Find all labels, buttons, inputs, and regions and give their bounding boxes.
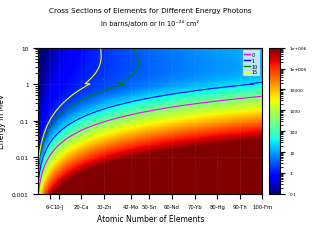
Y-axis label: Energy in MeV: Energy in MeV [0, 94, 6, 149]
Text: Cross Sections of Elements for Different Energy Photons: Cross Sections of Elements for Different… [49, 8, 252, 14]
Legend: 0, 1, 10, 15: 0, 1, 10, 15 [243, 51, 260, 77]
X-axis label: Atomic Number of Elements: Atomic Number of Elements [97, 214, 204, 223]
Text: In barns/atom or in 10⁻²⁴ cm²: In barns/atom or in 10⁻²⁴ cm² [101, 20, 199, 27]
